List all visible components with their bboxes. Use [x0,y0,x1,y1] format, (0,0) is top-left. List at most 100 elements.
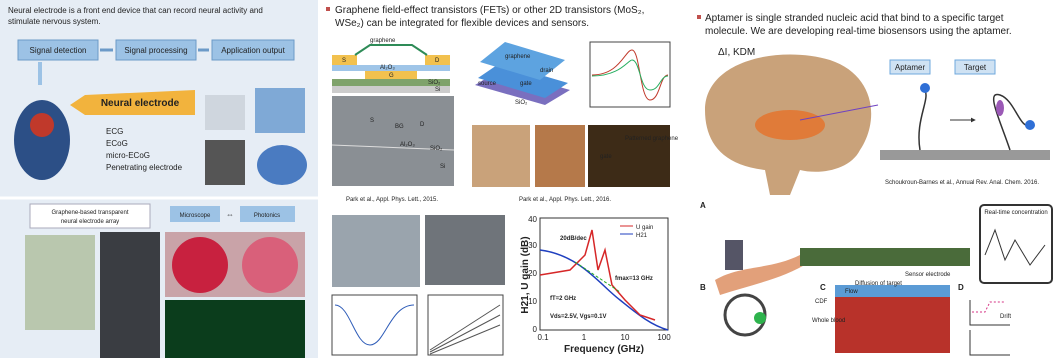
panel-label: Whole blood [812,318,845,324]
bullet-line: WSe₂) can be integrated for flexible dev… [335,18,589,29]
sem-label: SiO₂ [430,146,443,152]
brain-label: ΔI, KDM [718,47,755,58]
gain-chart: H21, U gain (dB) Frequency (GHz) 0.1 1 1… [520,215,671,355]
list-item: ECoG [106,139,128,148]
panel-label: Sensor electrode [905,272,951,278]
photo [535,125,585,187]
bottom-title: Graphene-based transparent [51,210,128,216]
x-tick-label: 10 [621,333,630,342]
annotation: fT=2 GHz [550,296,576,302]
wheelchair-image [205,140,245,185]
sem-label: D [420,122,425,128]
bullet-mark [697,15,701,19]
y-tick-label: 0 [533,325,538,334]
fet-schematic: graphene S D G Al₂O₃ SiO₂ Si [332,38,450,93]
diagram-label: Target [964,63,987,72]
target [754,312,766,324]
photo [100,232,160,358]
bottom-label: Photonics [254,213,280,219]
bottom-label: ⇔ [226,210,234,219]
panel-label: Flow [845,289,858,295]
panel-label: Real-time concentration [984,210,1047,216]
computer-image [205,95,245,130]
panel-letter: C [820,283,826,292]
small-plot [332,295,417,355]
electrode [880,150,1050,160]
photo [332,215,420,287]
target [996,100,1004,116]
head-image [14,100,70,180]
flow-label: Signal processing [124,46,187,55]
device-image [725,240,743,270]
sem-image [425,215,505,285]
callout-text: Neural electrode [101,98,180,109]
hand-image [255,88,305,133]
list-item: micro-ECoG [106,151,150,160]
label: graphene [505,54,531,60]
sem-label: BG [395,124,404,130]
sem-label: Si [440,164,445,170]
sem-image [332,96,454,186]
panel-letter: D [958,283,964,292]
panel-label: Diffusion of target [855,281,902,287]
label: drain [540,68,553,74]
x-label: Frequency (GHz) [564,344,644,355]
label: S [342,58,346,64]
annotation: Vds=2.5V, Vgs=0.1V [550,314,606,320]
panel-letter: A [700,201,706,210]
bottom-title: neural electrode array [61,219,119,225]
x-tick-label: 1 [582,333,587,342]
panel-label: Drift [1000,314,1011,320]
legend-label: U gain [636,225,653,231]
label: D [435,58,440,64]
sensor-strip [800,248,970,266]
brain-image [30,113,54,137]
flow-label: Application output [221,46,285,55]
brain-region [755,110,825,140]
layer [332,86,450,93]
label: Al₂O₃ [380,65,395,71]
panel-letter: B [700,283,706,292]
small-plot [428,295,503,355]
brain-image [257,145,307,185]
bullet-line: molecule. We are developing real-time bi… [705,26,1012,37]
dish [242,237,298,293]
device-3d: graphene source gate drain SiO₂ [475,42,570,106]
bullet-line: Aptamer is single stranded nucleic acid … [705,13,1004,24]
graphene [355,45,427,55]
panel-label: CDF [815,299,828,305]
caption: Park et al., Appl. Phys. Lett., 2015. [346,197,438,203]
label: gate [520,81,532,87]
bullet-line: Graphene field-effect transistors (FETs)… [335,5,644,16]
flow-label: Signal detection [30,46,87,55]
label: source [478,81,497,87]
label: G [389,73,394,79]
dish [172,237,228,293]
legend-label: H21 [636,233,648,239]
y-tick-label: 20 [528,269,537,278]
y-tick-label: 30 [528,241,537,250]
iv-plot [590,42,670,107]
caption: Schoukroun-Barnes et al., Annual Rev. An… [885,180,1039,186]
label: Si [435,87,440,93]
y-tick-label: 40 [528,215,537,224]
bottom-label: Microscope [180,213,211,219]
fluorescent-image [165,300,305,358]
photo [472,125,530,187]
blood-image [835,295,950,353]
list-item: ECG [106,127,123,136]
label: graphene [370,38,396,44]
photo-label: Patterned graphene [625,136,679,142]
x-tick-label: 100 [657,333,671,342]
tablet [980,205,1052,283]
sem-label: Al₂O₃ [400,142,415,148]
label: SiO₂ [428,80,441,86]
redox [1025,120,1035,130]
y-tick-label: 10 [528,297,537,306]
caption: Park et al., Appl. Phys. Lett., 2016. [519,197,611,203]
annotation: 20dB/dec [560,236,587,242]
intro-line: Neural electrode is a front end device t… [8,6,263,15]
label: SiO₂ [515,100,528,106]
page: Neural electrode is a front end device t… [0,0,1055,358]
annotation: fmax=13 GHz [615,276,653,282]
